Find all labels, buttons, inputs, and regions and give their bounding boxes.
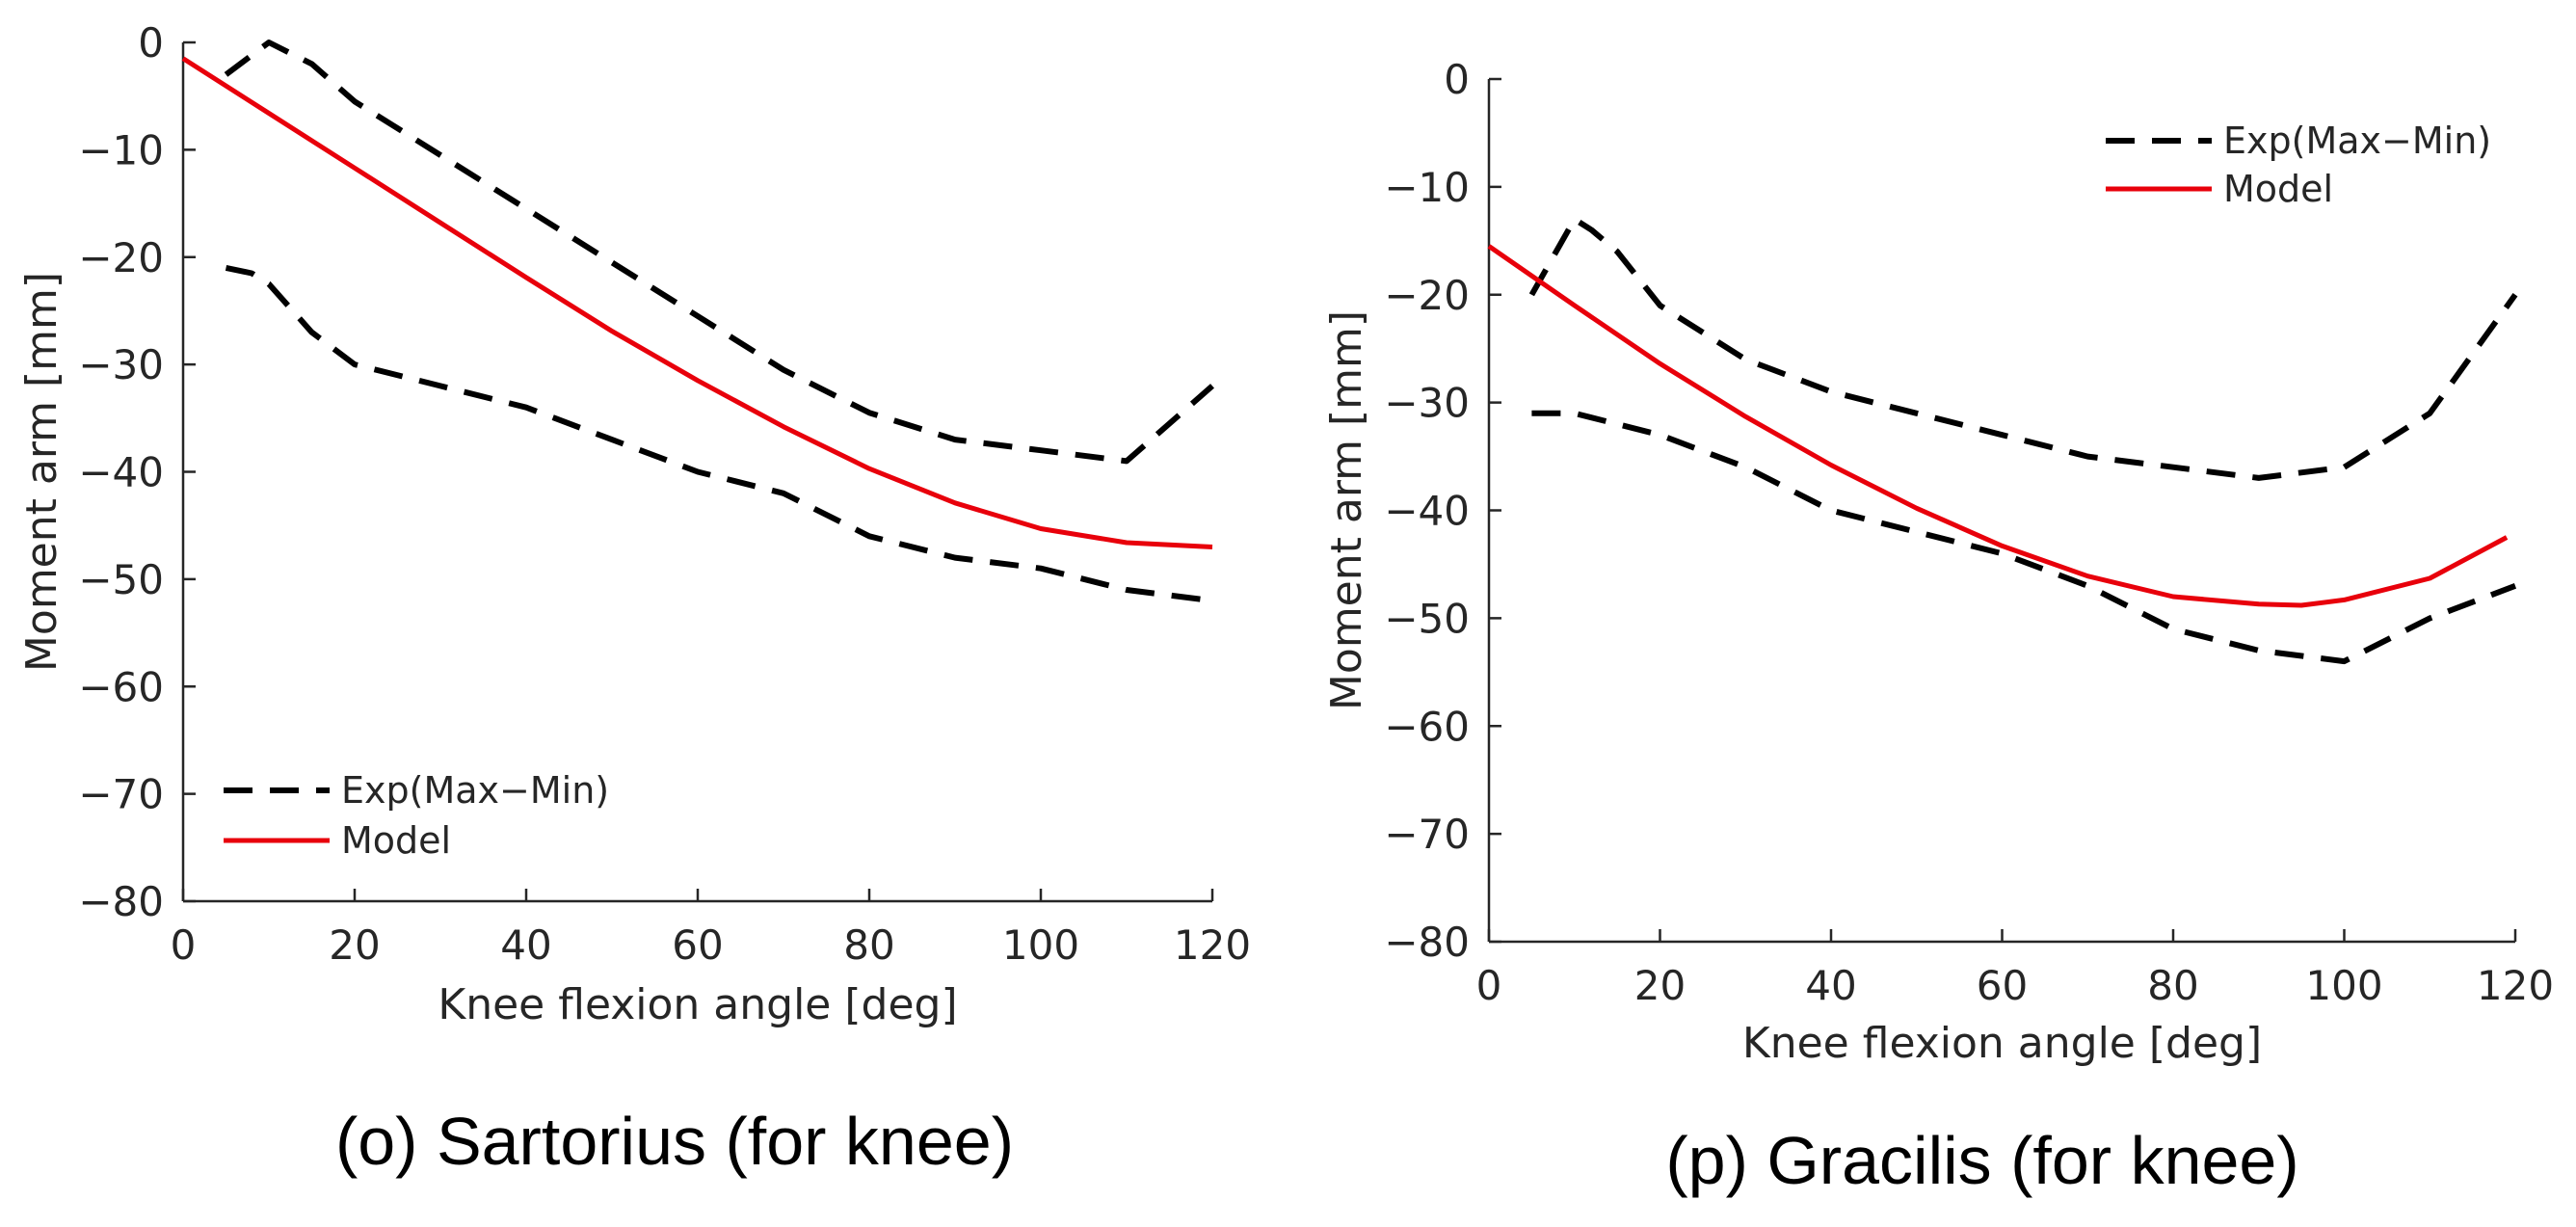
model-line <box>181 56 1213 549</box>
chart-caption: (p) Gracilis (for knee) <box>1665 1123 2298 1198</box>
x-tick-label: 60 <box>1977 962 2028 1009</box>
y-tick-label: −10 <box>78 126 164 173</box>
model-line <box>1487 244 2509 608</box>
x-tick-label: 20 <box>329 921 380 969</box>
exp-bound-line <box>225 264 1213 604</box>
y-axis-label: Moment arm [mm] <box>17 272 66 672</box>
x-tick-label: 80 <box>843 921 894 969</box>
legend-label: Exp(Max−Min) <box>2223 120 2491 162</box>
x-tick-label: 100 <box>2305 962 2382 1009</box>
x-tick-label: 120 <box>2477 962 2554 1009</box>
exp-bound-line <box>224 40 1214 465</box>
y-tick-label: 0 <box>1444 56 1470 103</box>
x-axis-label: Knee flexion angle [deg] <box>438 980 957 1029</box>
x-tick-label: 40 <box>1805 962 1856 1009</box>
x-tick-label: 60 <box>672 921 723 969</box>
y-tick-label: −80 <box>1384 919 1470 966</box>
x-tick-label: 100 <box>1002 921 1079 969</box>
x-tick-label: 40 <box>500 921 551 969</box>
y-tick-label: −60 <box>78 663 164 710</box>
x-axis-label: Knee flexion angle [deg] <box>1742 1019 2262 1068</box>
exp-bound-line <box>1528 216 2518 481</box>
x-tick-label: 0 <box>171 921 197 969</box>
y-tick-label: −60 <box>1384 703 1470 750</box>
y-tick-label: −20 <box>78 234 164 281</box>
y-tick-label: −80 <box>78 878 164 925</box>
y-axis-label: Moment arm [mm] <box>1322 310 1371 710</box>
y-tick-label: −20 <box>1384 272 1470 319</box>
legend-label: Exp(Max−Min) <box>341 769 609 812</box>
x-tick-label: 0 <box>1476 962 1502 1009</box>
y-tick-label: −30 <box>78 341 164 388</box>
x-tick-label: 120 <box>1174 921 1251 969</box>
x-tick-label: 20 <box>1634 962 1686 1009</box>
legend-label: Model <box>2223 168 2333 210</box>
y-tick-label: −50 <box>1384 595 1470 642</box>
y-tick-label: −40 <box>1384 488 1470 535</box>
y-tick-label: −40 <box>78 449 164 496</box>
y-tick-label: −70 <box>1384 811 1470 858</box>
x-tick-label: 80 <box>2147 962 2198 1009</box>
exp-bound-line <box>1531 410 2517 665</box>
chart-caption: (o) Sartorius (for knee) <box>335 1104 1014 1179</box>
y-tick-label: −30 <box>1384 380 1470 427</box>
gracilis-chart: 0−10−20−30−40−50−60−70−800 20 40 60 80 100 120… <box>1322 56 2554 1198</box>
legend-label: Model <box>341 819 451 862</box>
y-tick-label: −50 <box>78 556 164 603</box>
y-tick-label: −70 <box>78 771 164 818</box>
y-tick-label: −10 <box>1384 164 1470 211</box>
y-tick-label: 0 <box>138 19 164 67</box>
sartorius-chart: 0−10−20−30−40−50−60−70−800 20 40 60 80 100 120… <box>17 19 1251 1179</box>
